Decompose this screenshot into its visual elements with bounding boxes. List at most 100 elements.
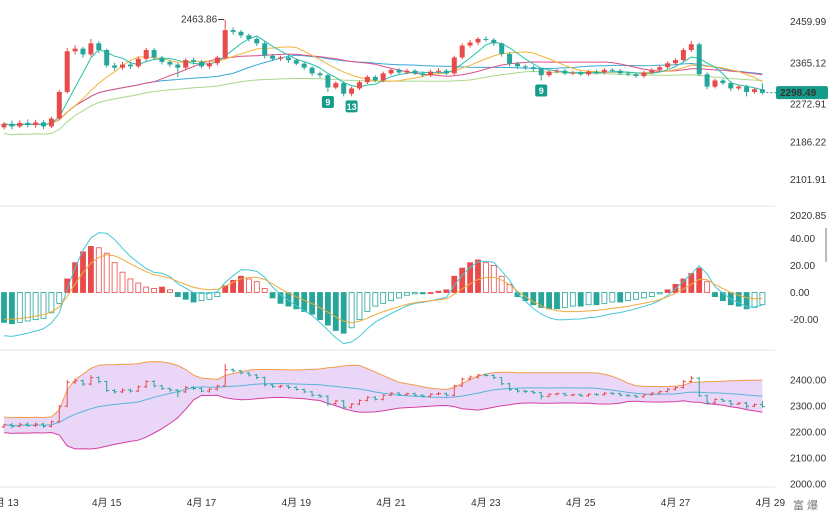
main-tick-label: 2272.91 bbox=[790, 99, 827, 110]
candle-body bbox=[293, 60, 299, 64]
macd-dea-line bbox=[3, 254, 763, 324]
macd-bar bbox=[143, 286, 150, 293]
macd-tick-label: 20.00 bbox=[790, 261, 815, 272]
ma20-line bbox=[3, 53, 763, 126]
candle-body bbox=[420, 73, 426, 76]
candle-body bbox=[712, 80, 718, 87]
candle-body bbox=[657, 67, 663, 70]
macd-bar bbox=[238, 275, 244, 293]
candle-body bbox=[428, 71, 434, 76]
macd-bar bbox=[364, 292, 371, 312]
candle-body bbox=[412, 70, 418, 74]
candle-body bbox=[96, 43, 102, 50]
macd-bar bbox=[593, 292, 600, 306]
date-tick-label: 4月 25 bbox=[566, 497, 596, 509]
candle-body bbox=[333, 83, 339, 88]
candle-body bbox=[56, 91, 62, 119]
macd-bar bbox=[182, 292, 189, 300]
price-axis: 2459.99 2365.12 2272.91 2186.22 2101.91 2020.… bbox=[790, 17, 827, 222]
candle-body bbox=[64, 51, 70, 92]
macd-bar bbox=[743, 292, 750, 310]
candle-body bbox=[325, 75, 331, 88]
candle-body bbox=[262, 43, 268, 56]
candle-body bbox=[594, 71, 599, 73]
macd-bar bbox=[317, 292, 323, 321]
macd-bar bbox=[704, 281, 710, 293]
candle-body bbox=[222, 30, 228, 58]
macd-histogram bbox=[1, 246, 766, 334]
macd-bar bbox=[396, 292, 402, 299]
candle-body bbox=[467, 42, 473, 46]
candle-body bbox=[135, 58, 141, 67]
main-tick-label: 2459.99 bbox=[790, 17, 827, 28]
candle-body bbox=[744, 86, 750, 92]
candle-body bbox=[736, 86, 742, 89]
candle-body bbox=[759, 89, 765, 93]
macd-bar bbox=[356, 292, 363, 321]
price-pane: 9 13 9 2463.86 2459.99 2365.12 2272.91 2186.2… bbox=[1, 15, 828, 222]
macd-axis: 40.00 20.00 0.00 -20.00 bbox=[790, 234, 819, 326]
macd-bar bbox=[190, 292, 197, 303]
boll-tick-label: 2300.00 bbox=[790, 402, 827, 413]
candle-body bbox=[159, 57, 165, 62]
macd-bar bbox=[577, 292, 584, 307]
macd-bar bbox=[546, 292, 552, 310]
candle-body bbox=[617, 70, 623, 74]
macd-bar bbox=[206, 292, 213, 300]
macd-bar bbox=[332, 292, 339, 331]
candle-body bbox=[33, 122, 39, 126]
candle-body bbox=[191, 60, 197, 62]
candle-body bbox=[1, 123, 7, 128]
candle-body bbox=[285, 57, 291, 61]
macd-bar bbox=[40, 292, 47, 319]
macd-bar bbox=[24, 292, 31, 322]
macd-bar bbox=[372, 292, 379, 307]
last-price-tag[interactable]: 2298.49 bbox=[766, 86, 828, 100]
candle-body bbox=[538, 68, 544, 76]
bollinger-lower-line bbox=[3, 394, 763, 450]
macd-bar bbox=[166, 289, 173, 293]
candle-body bbox=[586, 71, 592, 75]
macd-dif-line bbox=[3, 232, 763, 345]
candle-body bbox=[649, 69, 655, 73]
candle-body bbox=[507, 53, 513, 64]
macd-bar bbox=[538, 292, 545, 308]
macd-bar bbox=[609, 292, 616, 303]
macd-bar bbox=[388, 292, 395, 302]
macd-tick-label: -20.00 bbox=[790, 315, 819, 326]
macd-bar bbox=[1, 292, 7, 323]
date-tick-label: 4月 21 bbox=[376, 497, 406, 509]
macd-bar bbox=[380, 292, 387, 304]
main-tick-label: 2365.12 bbox=[790, 59, 827, 70]
watermark: 富 爆 bbox=[793, 498, 818, 512]
macd-bar bbox=[301, 292, 308, 312]
candle-body bbox=[246, 35, 252, 39]
macd-bar bbox=[174, 292, 181, 297]
bollinger-mid-line bbox=[3, 382, 763, 427]
candle-body bbox=[680, 49, 686, 61]
macd-bar bbox=[32, 292, 39, 321]
macd-bar bbox=[277, 292, 284, 304]
macd-bar bbox=[680, 278, 687, 293]
candle-body bbox=[491, 39, 497, 44]
candle-body bbox=[522, 66, 528, 68]
candle-body bbox=[546, 71, 552, 76]
signal-marker-label: 9 bbox=[325, 97, 330, 107]
macd-bar bbox=[585, 292, 592, 306]
candle-body bbox=[199, 61, 204, 67]
last-price-badge bbox=[776, 86, 828, 100]
boll-tick-label: 2100.00 bbox=[790, 454, 827, 465]
macd-bar bbox=[293, 292, 300, 310]
macd-bar bbox=[735, 292, 742, 307]
macd-bar bbox=[135, 282, 142, 293]
candle-body bbox=[104, 49, 110, 66]
candle-body bbox=[230, 30, 236, 32]
macd-bar bbox=[8, 292, 15, 325]
candle-body bbox=[720, 80, 726, 84]
macd-bar bbox=[198, 292, 205, 302]
candle-body bbox=[483, 38, 489, 40]
signal-markers: 9 13 9 bbox=[321, 84, 548, 113]
candle-body bbox=[404, 70, 410, 73]
macd-bar bbox=[64, 278, 71, 293]
